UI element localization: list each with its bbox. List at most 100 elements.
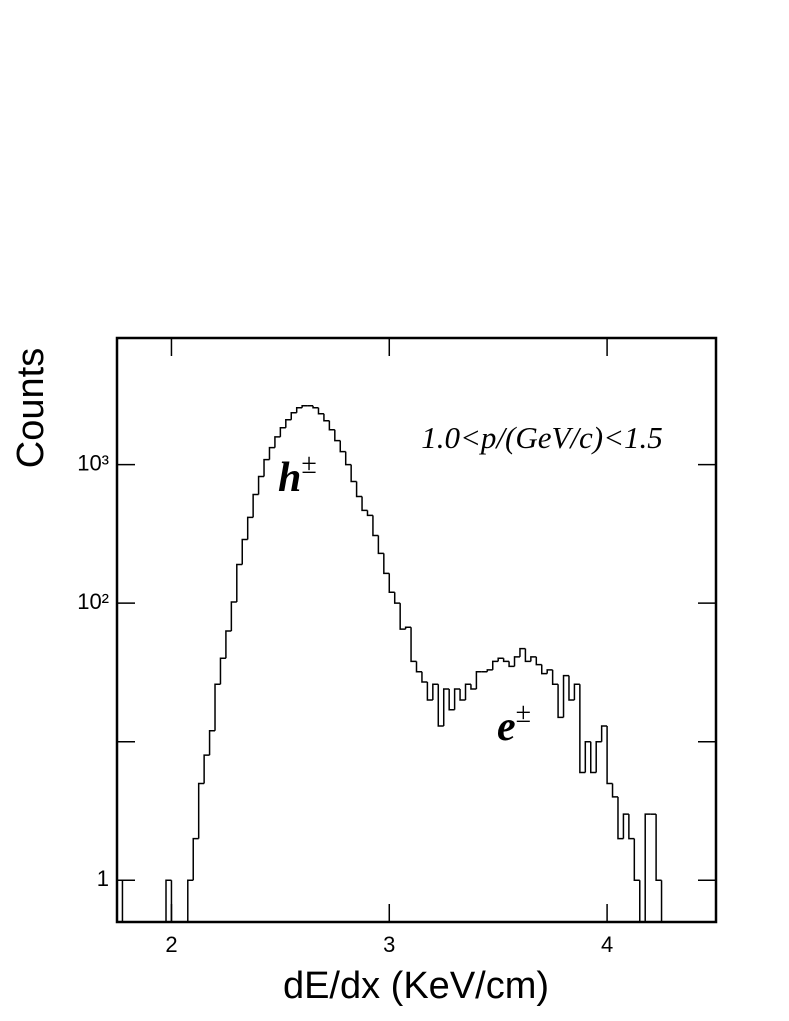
histogram-bin: [562, 674, 569, 718]
histogram-bin: [290, 412, 297, 420]
histogram-bin: [513, 656, 520, 667]
histogram-bin: [540, 664, 548, 675]
histogram-bin: [121, 880, 128, 923]
histogram-bin: [295, 407, 303, 413]
histogram-bin: [246, 516, 254, 540]
histogram-bin: [366, 510, 373, 517]
histogram-bin: [170, 880, 177, 923]
histogram-bin: [600, 725, 608, 742]
histogram-bin: [192, 837, 199, 881]
histogram-bin: [432, 683, 439, 701]
histogram-bin: [285, 419, 292, 428]
y-axis-title: Counts: [10, 348, 52, 468]
histogram-bin: [595, 740, 602, 773]
histogram-bin: [361, 496, 368, 512]
histogram-bin: [611, 783, 618, 798]
histogram-bin: [546, 669, 553, 674]
histogram-bin: [410, 627, 417, 663]
histogram-bin: [584, 740, 591, 773]
histogram-bin: [377, 535, 384, 555]
histogram-bin: [437, 684, 444, 727]
histogram-bin: [301, 404, 308, 408]
histogram-bin: [448, 689, 455, 711]
histogram-bin: [551, 669, 559, 685]
histogram-bin: [426, 681, 433, 701]
histogram-bin: [459, 689, 466, 701]
histogram-bin: [486, 669, 493, 672]
plot-frame: [115, 336, 718, 924]
histogram-bin: [491, 660, 499, 670]
histogram-bin: [606, 725, 613, 785]
histogram-bin: [622, 813, 629, 839]
histogram-bin: [524, 648, 531, 663]
histogram-bin: [393, 592, 401, 604]
histogram-bin: [334, 429, 341, 442]
histogram-bin: [263, 458, 270, 477]
histogram-bin: [219, 657, 226, 685]
histogram-bin: [388, 573, 395, 593]
y-tick-label: 1: [97, 866, 109, 891]
y-tick-label: 10²: [77, 589, 109, 614]
histogram-bin: [617, 796, 624, 840]
histogram-bin: [165, 879, 172, 922]
x-tick-label: 2: [165, 932, 177, 957]
x-axis-title: dE/dx (KeV/cm): [283, 965, 549, 1007]
histogram-bin: [633, 838, 640, 882]
histogram-bin: [317, 407, 324, 415]
histogram-bin: [475, 670, 482, 690]
histogram-bin: [203, 754, 210, 784]
histogram-bin: [639, 880, 646, 923]
histogram-bin: [415, 661, 422, 673]
x-tick-label: 4: [601, 932, 613, 957]
histogram-bin: [573, 683, 580, 701]
histogram-bin: [268, 446, 275, 460]
histogram-bin: [628, 814, 635, 840]
y-tick-label: 10³: [77, 450, 109, 475]
histogram-bin: [568, 675, 575, 701]
histogram-bin: [208, 730, 216, 756]
histogram-bin: [230, 601, 237, 631]
histogram-bin: [497, 657, 504, 662]
histogram-bin: [399, 603, 406, 630]
histogram-bin: [241, 538, 248, 565]
histogram-bin: [383, 553, 390, 575]
peak-label-text: e: [497, 704, 516, 750]
peak-label-text: h: [278, 455, 301, 501]
histogram-bin: [464, 683, 471, 701]
histogram-bin: [557, 684, 564, 719]
histogram-bin: [257, 475, 265, 495]
histogram-bin: [279, 427, 286, 437]
histogram-bin: [655, 814, 662, 882]
histogram-bin: [214, 683, 221, 731]
peak-label: h±: [278, 449, 317, 500]
histogram-bin: [116, 879, 123, 922]
histogram-bin: [502, 658, 510, 663]
histogram-bin: [453, 688, 461, 710]
histogram-bin: [530, 656, 537, 662]
histogram-bin: [339, 440, 346, 453]
histogram-bin: [355, 481, 363, 498]
histogram-bin: [644, 813, 651, 922]
histogram-bin: [421, 671, 428, 683]
histogram-bin: [404, 626, 412, 630]
histogram-bin: [519, 647, 526, 657]
annotation: 1.0<p/(GeV/c)<1.5: [421, 420, 663, 455]
histogram-bin: [312, 405, 319, 409]
histogram-bin: [535, 656, 542, 666]
histogram-bin: [236, 563, 243, 602]
histogram-bin: [344, 451, 352, 466]
histogram-bin: [442, 688, 450, 726]
histogram-bin: [590, 741, 597, 774]
histogram-bin: [350, 464, 357, 483]
histogram-bin: [372, 515, 379, 537]
histogram-bin: [470, 684, 477, 690]
histogram-bin: [579, 684, 586, 774]
peak-label-sup: ±: [516, 698, 531, 729]
histogram-bin: [225, 630, 232, 659]
x-tick-label: 3: [383, 932, 395, 957]
histogram-bin: [252, 493, 259, 518]
histogram-bin: [274, 436, 281, 448]
peak-label-sup: ±: [301, 449, 316, 480]
histogram-bin: [197, 782, 205, 839]
